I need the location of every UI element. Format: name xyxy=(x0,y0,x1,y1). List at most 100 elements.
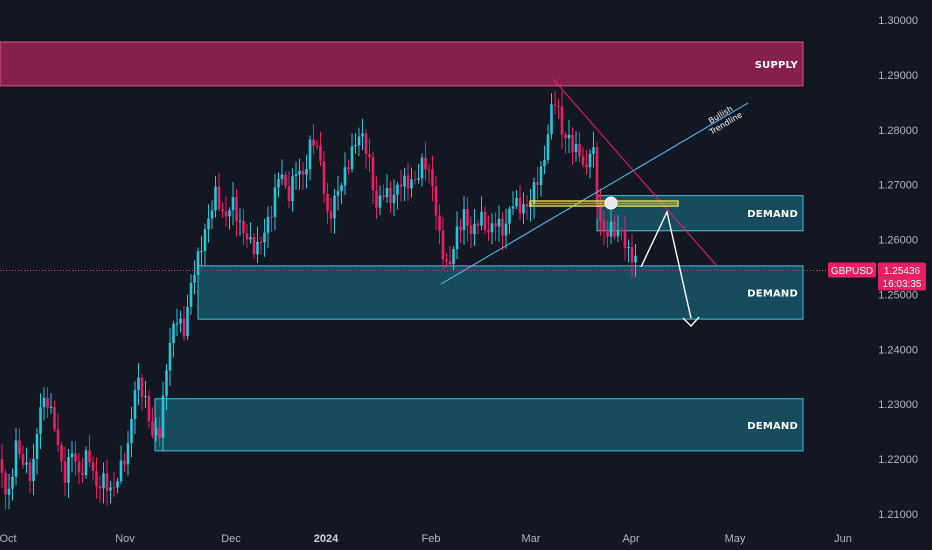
candle-body xyxy=(315,145,319,147)
demand-zone-2[interactable] xyxy=(197,265,804,320)
date-tick-label: Mar xyxy=(522,533,541,545)
candle-body xyxy=(231,197,235,211)
date-tick-label: Feb xyxy=(422,533,441,545)
candle-body xyxy=(116,481,119,488)
candle-body xyxy=(539,166,543,186)
candle-body xyxy=(567,134,571,139)
candle-body xyxy=(508,208,511,224)
candle-body xyxy=(515,197,518,207)
candle-body xyxy=(42,397,46,408)
demand-zone-3[interactable] xyxy=(154,398,804,452)
candle-body xyxy=(277,178,280,188)
time-axis[interactable]: Oct Nov Dec 2024 Feb Mar Apr May Jun xyxy=(0,533,852,545)
candle-body xyxy=(546,134,550,160)
candle-body xyxy=(242,220,245,234)
candle-body xyxy=(172,323,175,344)
candle-body xyxy=(186,306,189,337)
retest-marker[interactable] xyxy=(604,196,618,210)
candle-body xyxy=(434,186,438,216)
candle-body xyxy=(368,153,371,158)
bearish-trendline[interactable] xyxy=(552,78,717,266)
candle-body xyxy=(361,133,364,137)
last-price-tag xyxy=(878,262,926,291)
candle-body xyxy=(11,476,14,489)
candle-body xyxy=(84,450,88,476)
last-price-text: 1.25436 xyxy=(884,266,921,277)
candle-body xyxy=(441,230,445,260)
date-tick-label: Nov xyxy=(115,533,135,545)
candle-body xyxy=(259,241,263,243)
candle-body xyxy=(403,175,406,187)
candle-body xyxy=(525,204,529,207)
candle-body xyxy=(224,211,228,217)
candle-body xyxy=(375,190,378,208)
supply-zone[interactable] xyxy=(0,41,804,87)
candle-body xyxy=(280,174,284,179)
breakout-level-highlight[interactable] xyxy=(529,200,679,207)
candle-body xyxy=(151,421,154,436)
candle-body xyxy=(627,247,630,249)
candle-body xyxy=(571,134,574,153)
price-axis[interactable]: 1.30000 1.29000 1.28000 1.27000 1.26000 1.250… xyxy=(828,15,926,521)
candle-body xyxy=(490,223,494,233)
candle-body xyxy=(326,193,329,212)
candle-body xyxy=(70,453,74,458)
candle-body xyxy=(557,105,560,107)
candle-body xyxy=(392,194,396,204)
candle-body xyxy=(0,459,4,473)
candle-body xyxy=(161,395,165,438)
candle-body xyxy=(343,167,347,186)
supply-zone-label: SUPPLY xyxy=(755,60,799,71)
candle-body xyxy=(431,169,434,187)
price-tick-label: 1.23000 xyxy=(878,399,918,411)
candles-layer xyxy=(0,91,637,511)
candle-body xyxy=(564,134,567,139)
candle-body xyxy=(56,429,60,445)
candle-body xyxy=(427,169,431,171)
bullish-trendline[interactable] xyxy=(440,102,749,285)
candle-body xyxy=(553,104,557,106)
demand-zone-1[interactable] xyxy=(596,195,804,232)
candle-body xyxy=(585,164,588,168)
candle-body xyxy=(417,178,420,180)
candle-body xyxy=(291,176,294,202)
candle-body xyxy=(333,195,336,219)
projection-arrowhead xyxy=(682,316,700,328)
candle-body xyxy=(578,143,581,157)
candle-body xyxy=(581,156,585,165)
candle-body xyxy=(137,377,140,391)
candle-body xyxy=(214,186,217,211)
candle-body xyxy=(371,157,375,191)
candle-body xyxy=(28,462,32,481)
candle-body xyxy=(518,197,522,214)
candle-body xyxy=(123,460,126,465)
candle-body xyxy=(319,145,322,162)
candle-body xyxy=(21,454,25,465)
candle-body xyxy=(67,457,70,483)
candle-body xyxy=(165,370,168,396)
candle-body xyxy=(221,208,224,212)
symbol-tag[interactable] xyxy=(828,262,876,278)
candle-body xyxy=(203,229,207,252)
projection-path xyxy=(640,209,692,319)
candle-body xyxy=(74,453,77,462)
price-tick-label: 1.29000 xyxy=(878,70,918,82)
candle-body xyxy=(634,255,637,263)
candle-body xyxy=(238,220,242,222)
candle-body xyxy=(60,444,63,462)
candle-body xyxy=(256,241,259,255)
candle-body xyxy=(112,487,116,489)
candle-body xyxy=(270,216,273,218)
candle-body xyxy=(301,170,305,175)
candle-body xyxy=(158,427,161,438)
candle-body xyxy=(602,220,606,232)
candle-body xyxy=(63,461,67,483)
candle-body xyxy=(4,472,7,495)
price-tick-label: 1.30000 xyxy=(878,15,918,27)
symbol-tag-text: GBPUSD xyxy=(831,266,873,277)
demand-zone-label: DEMAND xyxy=(747,209,798,220)
candle-body xyxy=(504,223,508,236)
candle-body xyxy=(95,471,98,487)
candle-body xyxy=(466,209,469,226)
